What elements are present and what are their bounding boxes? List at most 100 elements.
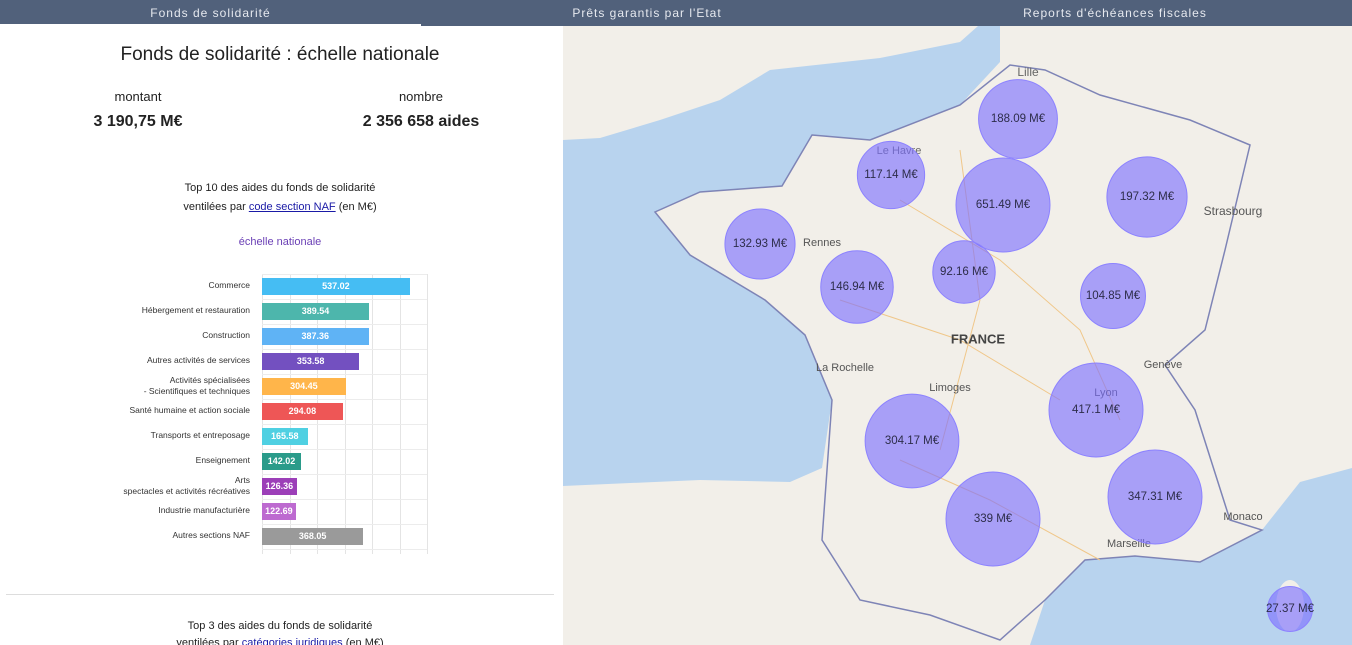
bar-value-label: 165.58 xyxy=(271,431,299,441)
bar xyxy=(262,428,308,445)
sea xyxy=(563,26,1000,486)
border xyxy=(653,64,1264,641)
y-tick-label: Activités spécialisées - Scientifiques e… xyxy=(143,374,250,396)
row-line xyxy=(262,499,427,500)
bar-value-label: 294.08 xyxy=(288,406,317,416)
y-tick-label: Construction xyxy=(202,330,250,340)
bubble-label: 27.37 M€ xyxy=(1266,603,1315,615)
bar xyxy=(262,503,296,520)
bubble-label: 651.49 M€ xyxy=(976,199,1031,211)
y-tick-label: Autres sections NAF xyxy=(172,530,250,540)
kpi-label: nombre xyxy=(398,89,444,104)
tab-bar: Fonds de solidarité Prêts garantis par l… xyxy=(0,0,1352,27)
kpi-value: 3 190,75 M€ xyxy=(93,113,183,130)
y-tick-label: Industrie manufacturière xyxy=(158,505,250,515)
row-line xyxy=(262,299,427,300)
bubble xyxy=(1267,586,1313,632)
row-line xyxy=(262,549,427,550)
active-tab-indicator xyxy=(0,24,421,27)
tab[interactable]: Reports d'échéances fiscales xyxy=(1023,6,1207,20)
map: LilleLe HavreRennesStrasbourgFRANCELa Ro… xyxy=(563,26,1352,645)
chart-title: Top 10 des aides du fonds de solidarité xyxy=(184,182,376,194)
grid-line xyxy=(427,274,428,554)
bar-value-label: 126.36 xyxy=(265,481,294,491)
title-prefix: Fonds de solidarité : xyxy=(120,44,292,65)
bar-value-label: 142.02 xyxy=(267,456,296,466)
title-emphasis: échelle nationale xyxy=(296,44,440,65)
bubble xyxy=(1080,263,1146,329)
section-title-line: ventilées par catégories juridiques (en … xyxy=(0,637,560,645)
bar xyxy=(262,353,360,370)
grid-line xyxy=(344,274,346,554)
kpi-value: 2 356 658 aides xyxy=(362,113,480,130)
y-tick-label: Arts spectacles et activités récréatives xyxy=(123,474,250,496)
place-label: Rennes xyxy=(803,237,841,249)
row-line xyxy=(262,349,427,350)
bubble xyxy=(864,393,960,489)
bubble xyxy=(945,471,1041,567)
bar-value-label: 304.45 xyxy=(290,381,318,391)
bar xyxy=(262,303,370,320)
bar-value-label: 368.05 xyxy=(298,531,327,541)
bar xyxy=(262,453,302,470)
bubble-label: 197.32 M€ xyxy=(1120,191,1175,203)
bubble-label: 146.94 M€ xyxy=(830,281,885,293)
bubble xyxy=(724,208,796,280)
divider xyxy=(6,594,554,595)
bubble-label: 92.16 M€ xyxy=(940,266,989,278)
bar-value-label: 353.58 xyxy=(296,356,325,366)
bar-value-label: 537.02 xyxy=(322,281,350,291)
bubble xyxy=(1106,156,1188,238)
bubble xyxy=(1107,449,1203,545)
bar xyxy=(262,278,410,295)
bubble-label: 347.31 M€ xyxy=(1128,491,1183,503)
bar-value-label: 387.36 xyxy=(301,331,330,341)
panel-title: Fonds de solidarité : échelle nationale xyxy=(0,44,560,66)
bar-value-label: 389.54 xyxy=(301,306,330,316)
grid-line xyxy=(372,274,373,554)
tab[interactable]: Fonds de solidarité xyxy=(150,6,271,20)
row-line xyxy=(262,324,427,325)
bar-chart: Commerce 537.02 Hébergement et restauratio… xyxy=(0,26,563,645)
bubble-label: 304.17 M€ xyxy=(885,435,940,447)
bubble-label: 188.09 M€ xyxy=(991,113,1046,125)
chart-title-text: (en M€) xyxy=(338,201,377,213)
land xyxy=(563,26,978,140)
row-line xyxy=(262,449,427,450)
y-tick-label: Hébergement et restauration xyxy=(141,305,250,315)
section-title-text: ventilées par xyxy=(176,637,239,645)
section-title: Top 3 des aides du fonds de solidarité xyxy=(187,620,373,632)
row-line xyxy=(262,399,427,400)
y-tick-label: Santé humaine et action sociale xyxy=(129,405,251,415)
kpi-label: montant xyxy=(114,89,162,104)
chart-subtitle: échelle nationale xyxy=(238,236,322,248)
bubble-label: 117.14 M€ xyxy=(864,169,918,181)
section-title-link[interactable]: catégories juridiques xyxy=(241,637,343,645)
bar xyxy=(262,378,346,395)
chart-title-link[interactable]: code section NAF xyxy=(248,201,336,213)
bar xyxy=(262,528,364,545)
bar xyxy=(262,403,343,420)
row-line xyxy=(262,474,427,475)
bubble xyxy=(856,140,926,210)
road xyxy=(839,149,1121,561)
side-panel: Fonds de solidarité : échelle nationale … xyxy=(0,26,563,645)
chart-title-line: ventilées par code section NAF (en M€) xyxy=(0,201,560,213)
bubble xyxy=(932,240,996,304)
place-label: FRANCE xyxy=(951,331,1005,346)
bubble xyxy=(978,79,1058,159)
y-tick-label: Autres activités de services xyxy=(147,355,250,365)
place-label: La Rochelle xyxy=(816,362,874,374)
place-label: Limoges xyxy=(929,382,971,394)
row-line xyxy=(262,524,427,525)
place-label: Strasbourg xyxy=(1204,204,1263,218)
place-label: Lille xyxy=(1017,65,1039,79)
bubble xyxy=(820,250,894,324)
tab[interactable]: Prêts garantis par l'Etat xyxy=(572,6,722,20)
y-tick-label: Commerce xyxy=(208,280,250,290)
bubble-label: 417.1 M€ xyxy=(1072,404,1121,416)
bar xyxy=(262,328,369,345)
chart-title-text: ventilées par xyxy=(183,201,246,213)
section-title-text: (en M€) xyxy=(345,637,384,645)
